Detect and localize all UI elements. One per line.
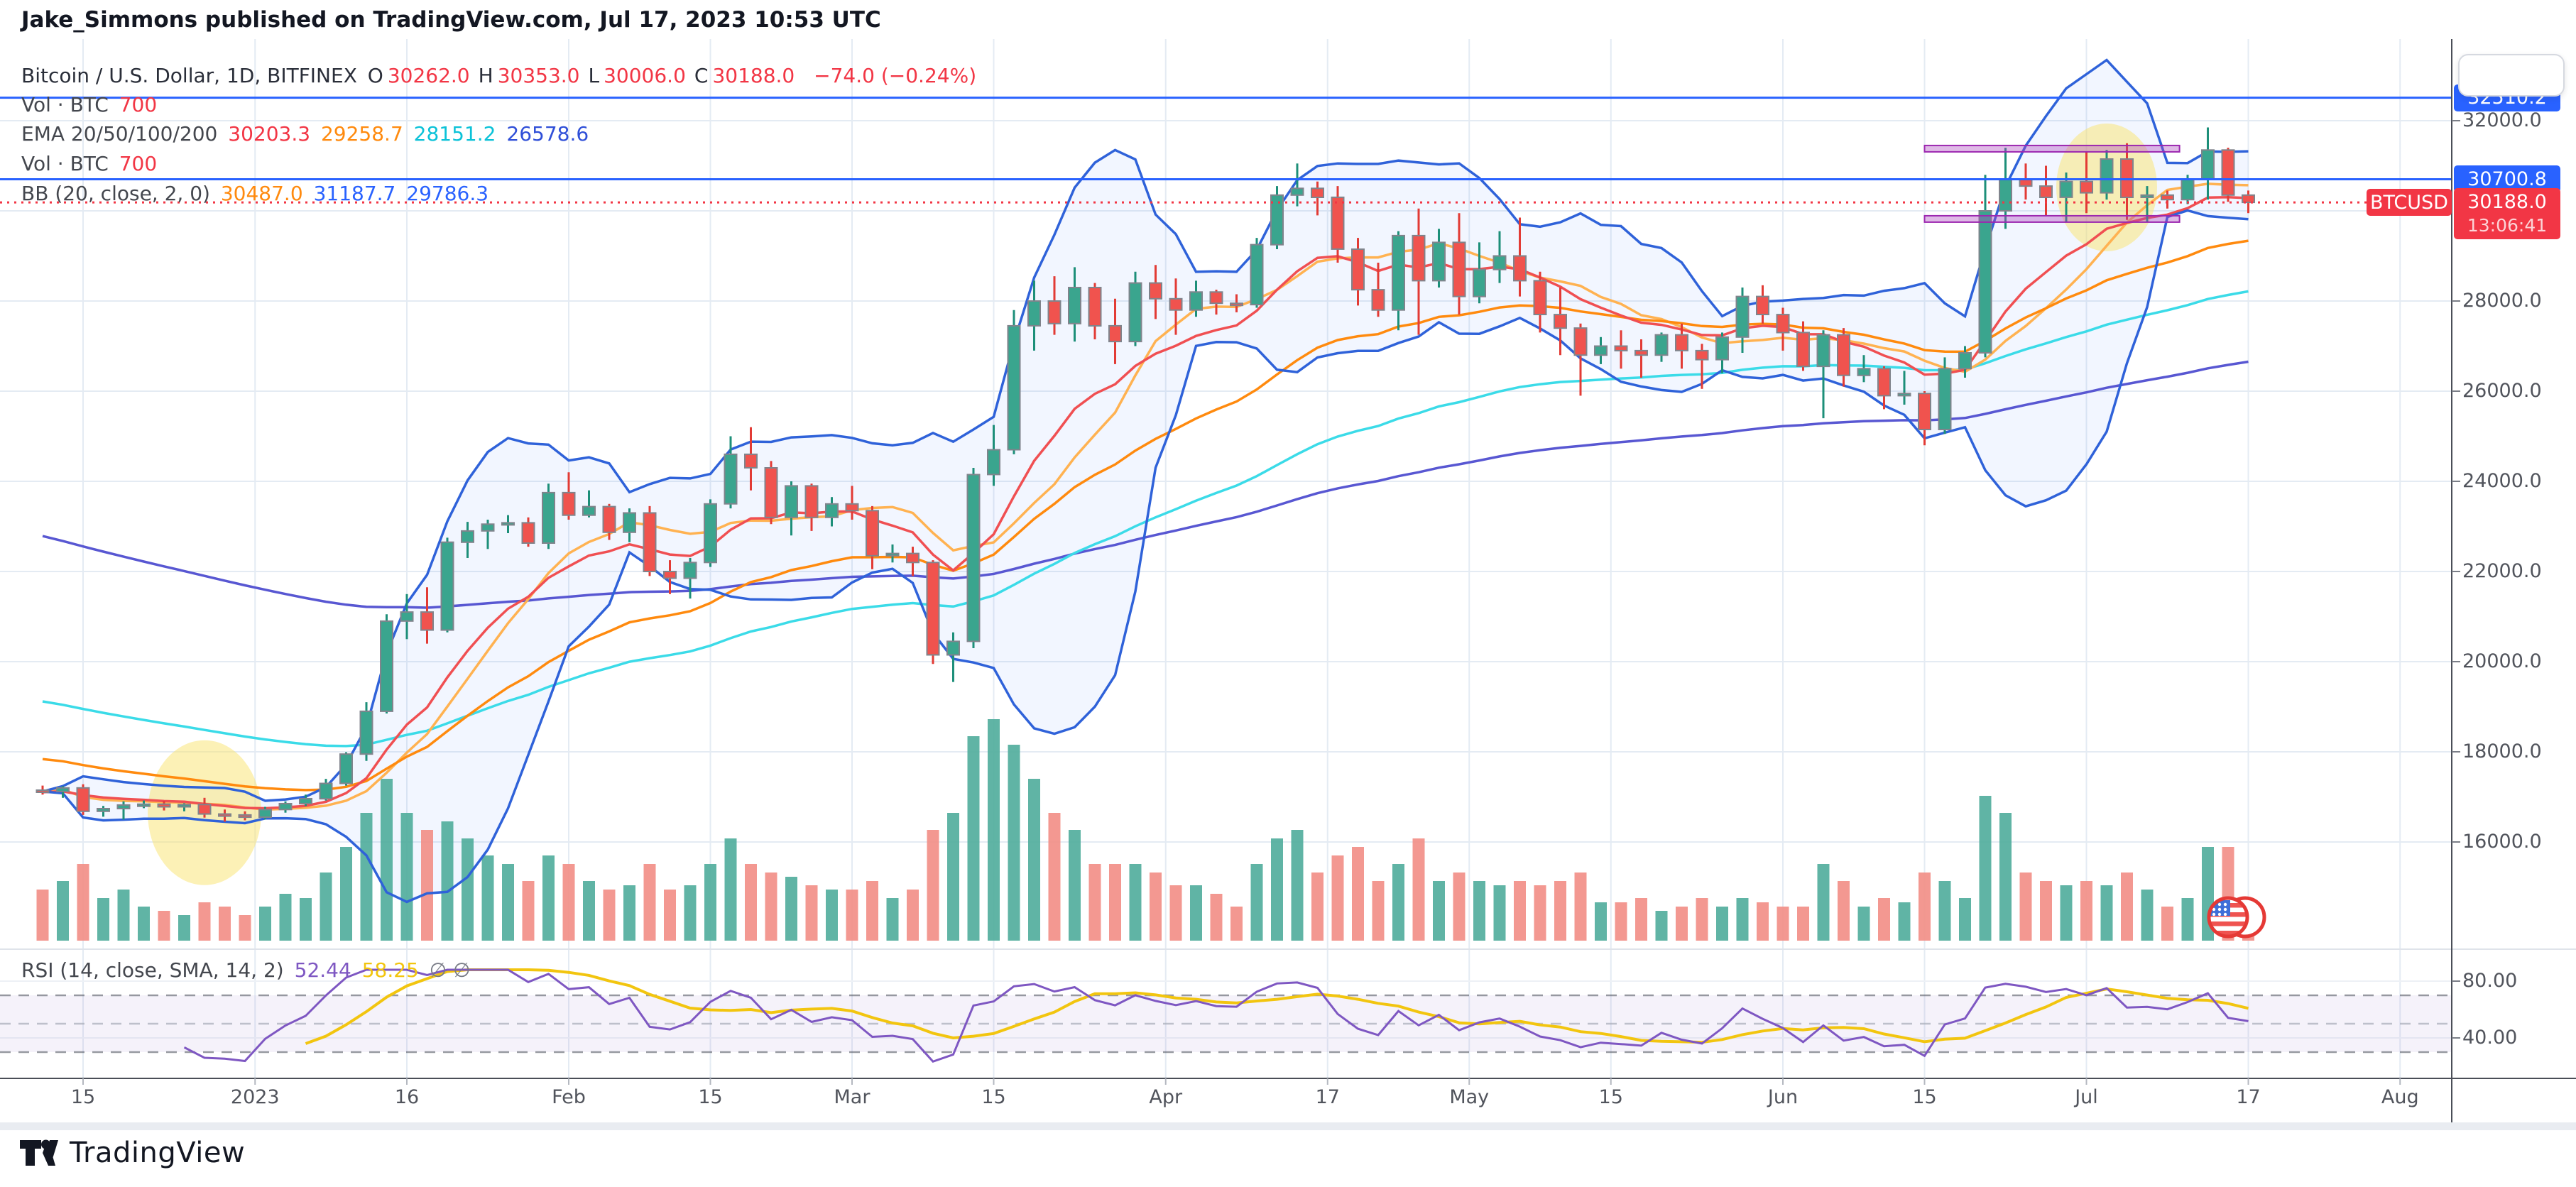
- tradingview-logo-text: TradingView: [70, 1137, 246, 1169]
- time-axis-label: Mar: [834, 1086, 871, 1108]
- price-axis-label: 28000.0: [2462, 290, 2542, 312]
- price-axis-label: 32000.0: [2462, 109, 2542, 131]
- bb-lower-value: 29786.3: [406, 182, 489, 205]
- tradingview-logo[interactable]: TradingView: [18, 1133, 245, 1173]
- symbol-title: Bitcoin / U.S. Dollar, 1D, BITFINEX: [21, 64, 357, 87]
- ohlc-item: H 30353.0: [478, 64, 580, 87]
- axis-tooltip-box: [2458, 54, 2565, 97]
- rsi-flag-icons: ∅ ∅: [429, 958, 471, 982]
- pane-frame: [0, 39, 2576, 1122]
- volume-label: Vol · BTC: [21, 93, 109, 116]
- time-axis-label: 17: [2236, 1086, 2261, 1108]
- time-axis-label: 17: [1315, 1086, 1340, 1108]
- ohlc-item: C 30188.0: [694, 64, 795, 87]
- time-axis-label: 15: [1598, 1086, 1623, 1108]
- rsi-label: RSI (14, close, SMA, 14, 2): [21, 958, 284, 982]
- rsi-value: 52.44: [294, 958, 351, 982]
- publish-header: Jake_Simmons published on TradingView.co…: [21, 7, 881, 33]
- candlestick-series: [36, 127, 2255, 822]
- indicator-lines: [42, 58, 2249, 904]
- volume-value: 700: [119, 152, 158, 175]
- time-axis-label: Apr: [1149, 1086, 1183, 1108]
- ema100-value: 28151.2: [413, 122, 496, 146]
- bar-countdown: 13:06:41: [2467, 215, 2548, 236]
- volume-legend-2[interactable]: Vol · BTC 700: [21, 152, 161, 175]
- ema50-value: 29258.7: [320, 122, 403, 146]
- ema-legend[interactable]: EMA 20/50/100/200 30203.3 29258.7 28151.…: [21, 122, 593, 146]
- ema200-value: 26578.6: [506, 122, 589, 146]
- time-axis-label: Feb: [552, 1086, 586, 1108]
- price-axis-label: 24000.0: [2462, 470, 2542, 492]
- ema20-value: 30203.3: [228, 122, 311, 146]
- rsi-axis-label: 80.00: [2462, 970, 2518, 992]
- bottom-divider: [0, 1122, 2576, 1130]
- ema-label: EMA 20/50/100/200: [21, 122, 218, 146]
- ohlc-item: L 30006.0: [588, 64, 686, 87]
- bb-basis-value: 30487.0: [220, 182, 303, 205]
- time-axis-label: May: [1449, 1086, 1490, 1108]
- symbol-legend[interactable]: Bitcoin / U.S. Dollar, 1D, BITFINEX O 302…: [21, 64, 981, 87]
- rsi-axis-label: 40.00: [2462, 1027, 2518, 1049]
- bb-label: BB (20, close, 2, 0): [21, 182, 210, 205]
- price-axis-label: 20000.0: [2462, 650, 2542, 672]
- volume-legend-1[interactable]: Vol · BTC 700: [21, 93, 161, 116]
- time-axis-label: 16: [394, 1086, 420, 1108]
- time-axis-label: Aug: [2381, 1086, 2419, 1108]
- volume-value: 700: [119, 93, 158, 116]
- bb-legend[interactable]: BB (20, close, 2, 0) 30487.0 31187.7 297…: [21, 182, 493, 205]
- symbol-badge: BTCUSD: [2367, 189, 2452, 216]
- change-value: −74.0 (−0.24%): [814, 64, 977, 87]
- time-axis-label: 2023: [230, 1086, 280, 1108]
- ohlc-item: O 30262.0: [367, 64, 470, 87]
- last-price-label: 30188.0 13:06:41: [2454, 188, 2560, 240]
- rsi-sma-value: 58.25: [361, 958, 419, 982]
- bb-upper-value: 31187.7: [313, 182, 396, 205]
- price-axis-label: 26000.0: [2462, 380, 2542, 402]
- usd-flag-stamp-icon: [2207, 896, 2266, 939]
- rsi-pane: [0, 968, 2452, 1063]
- price-axis-label: 16000.0: [2462, 831, 2542, 853]
- chart-drawings: [0, 97, 2452, 223]
- tradingview-logo-icon: [20, 1139, 58, 1166]
- ohlc-values: O 30262.0 H 30353.0 L 30006.0 C 30188.0: [368, 64, 803, 87]
- rsi-legend[interactable]: RSI (14, close, SMA, 14, 2) 52.44 58.25 …: [21, 958, 474, 982]
- price-axis-label: 22000.0: [2462, 560, 2542, 582]
- volume-label: Vol · BTC: [21, 152, 109, 175]
- time-axis-label: 15: [698, 1086, 723, 1108]
- time-axis-label: 15: [1912, 1086, 1937, 1108]
- time-axis-label: 15: [981, 1086, 1006, 1108]
- volume-series: [36, 719, 2254, 941]
- price-axis-label: 18000.0: [2462, 740, 2542, 762]
- bollinger-band-fill: [43, 60, 2249, 902]
- last-price-value: 30188.0: [2467, 191, 2547, 214]
- time-axis-label: Jun: [1767, 1086, 1799, 1108]
- time-axis-label: Jul: [2075, 1086, 2098, 1108]
- time-axis-label: 15: [70, 1086, 96, 1108]
